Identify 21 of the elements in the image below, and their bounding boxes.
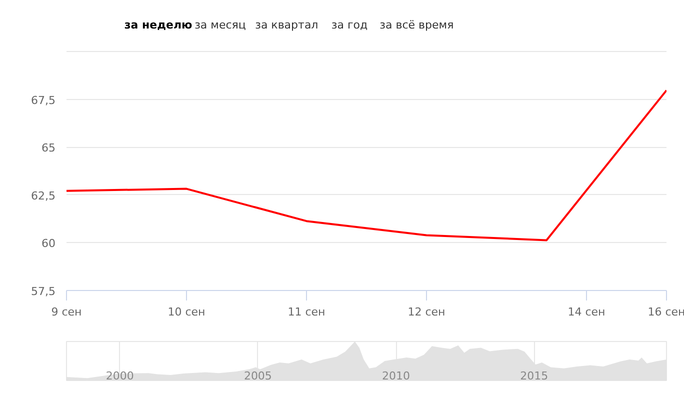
text: за неделю xyxy=(124,18,192,32)
x-tick-label: 10 сен xyxy=(168,306,206,318)
text: за год xyxy=(331,18,368,32)
y-tick-label: 65 xyxy=(42,142,56,155)
x-tick-label: 2010 xyxy=(382,370,410,383)
line-series xyxy=(66,89,666,242)
y-tick-label: 62,5 xyxy=(31,189,56,202)
y-tick-label: 57,5 xyxy=(31,285,56,298)
x-tick-label: 2015 xyxy=(520,370,548,383)
text: за месяц xyxy=(194,18,246,32)
y-tick-label: 67,5 xyxy=(31,94,56,107)
text: за всё время xyxy=(380,18,454,32)
x-tick-label: 11 сен xyxy=(288,306,326,318)
text: 14 сен xyxy=(568,306,606,318)
y-tick-label: 60 xyxy=(42,237,56,250)
text: за квартал xyxy=(255,18,318,32)
x-tick-label: 16 сен xyxy=(648,306,684,318)
x-tick-label: 2000 xyxy=(106,370,134,383)
x-tick-label: 9 сен xyxy=(51,306,82,318)
x-tick-label: 2005 xyxy=(244,370,272,383)
x-tick-label: 12 сен xyxy=(408,306,446,318)
